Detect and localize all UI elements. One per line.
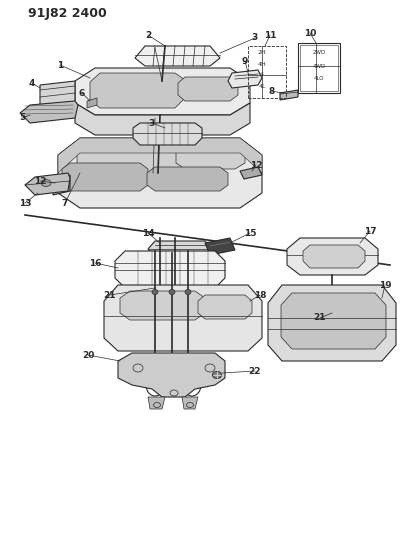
Text: 4LO: 4LO <box>314 77 324 82</box>
Text: 16: 16 <box>89 259 101 268</box>
Text: 11: 11 <box>264 30 276 39</box>
Text: 14: 14 <box>142 229 154 238</box>
Polygon shape <box>58 138 262 208</box>
Text: 2: 2 <box>145 30 151 39</box>
Polygon shape <box>176 147 245 169</box>
Polygon shape <box>198 295 252 319</box>
Text: 4: 4 <box>260 72 264 77</box>
Polygon shape <box>182 397 198 409</box>
Polygon shape <box>75 68 250 115</box>
Text: 5: 5 <box>19 114 25 123</box>
Ellipse shape <box>41 180 51 187</box>
Polygon shape <box>280 90 298 100</box>
Polygon shape <box>20 101 78 123</box>
Polygon shape <box>268 285 396 361</box>
Polygon shape <box>281 293 386 349</box>
Text: 13: 13 <box>19 198 31 207</box>
Polygon shape <box>148 397 165 409</box>
Text: 6: 6 <box>79 88 85 98</box>
Polygon shape <box>58 138 262 173</box>
Ellipse shape <box>213 372 222 378</box>
Polygon shape <box>118 353 225 397</box>
Bar <box>298 43 340 93</box>
Polygon shape <box>135 46 220 66</box>
Ellipse shape <box>171 292 179 298</box>
Polygon shape <box>40 81 75 108</box>
Text: 9: 9 <box>242 56 248 66</box>
Polygon shape <box>133 123 202 145</box>
Polygon shape <box>148 241 212 257</box>
Text: 20: 20 <box>82 351 94 359</box>
Text: 4H: 4H <box>258 61 267 67</box>
Ellipse shape <box>156 292 164 298</box>
Polygon shape <box>62 163 148 191</box>
Text: 10: 10 <box>304 28 316 37</box>
Ellipse shape <box>152 289 158 295</box>
Polygon shape <box>25 173 70 195</box>
Polygon shape <box>178 77 238 101</box>
Text: 91J82 2400: 91J82 2400 <box>28 6 107 20</box>
Text: 4: 4 <box>29 78 35 87</box>
Polygon shape <box>147 167 228 191</box>
Text: 7: 7 <box>62 198 68 207</box>
Polygon shape <box>115 251 225 288</box>
Polygon shape <box>303 245 365 268</box>
Text: 4L: 4L <box>258 84 266 88</box>
Polygon shape <box>120 291 205 320</box>
Ellipse shape <box>328 322 336 328</box>
Text: 3: 3 <box>149 118 155 127</box>
Text: 21: 21 <box>104 290 116 300</box>
Text: 22: 22 <box>249 367 261 376</box>
Text: 2H: 2H <box>258 51 267 55</box>
Text: 21: 21 <box>314 313 326 322</box>
Text: 1: 1 <box>57 61 63 69</box>
Polygon shape <box>287 238 378 275</box>
Text: 12: 12 <box>250 160 262 169</box>
Polygon shape <box>75 103 250 135</box>
Ellipse shape <box>169 289 175 295</box>
Polygon shape <box>53 175 70 195</box>
Text: 15: 15 <box>244 229 256 238</box>
Polygon shape <box>205 238 235 255</box>
Polygon shape <box>240 167 262 179</box>
Bar <box>300 45 338 91</box>
Text: 12: 12 <box>34 176 46 185</box>
Polygon shape <box>87 98 97 108</box>
Polygon shape <box>77 143 188 173</box>
Polygon shape <box>90 73 185 108</box>
Text: 8: 8 <box>269 86 275 95</box>
Text: 2WD: 2WD <box>312 51 325 55</box>
Bar <box>248 46 286 98</box>
Polygon shape <box>104 285 262 351</box>
Text: 3: 3 <box>252 34 258 43</box>
Text: 4WD: 4WD <box>312 63 325 69</box>
Text: 18: 18 <box>254 290 266 300</box>
Text: 17: 17 <box>364 227 376 236</box>
Ellipse shape <box>185 289 191 295</box>
Polygon shape <box>228 70 262 88</box>
Text: 19: 19 <box>379 280 391 289</box>
